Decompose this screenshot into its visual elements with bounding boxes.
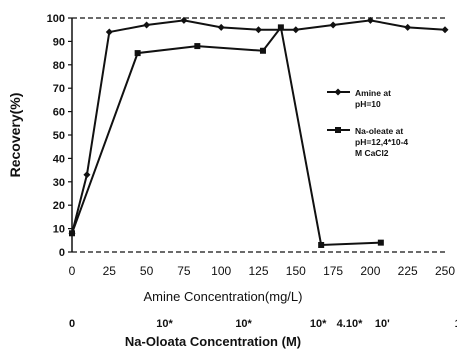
series-2-point [194, 43, 201, 50]
series-2-point [318, 241, 325, 248]
y-axis: 0 10 20 30 40 50 60 70 80 90 100 [47, 13, 72, 259]
y-tick-label: 70 [53, 83, 65, 95]
series-line-1 [71, 19, 446, 234]
x-tick-label: 50 [140, 264, 154, 278]
secondary-x-axis-label: Na-Oloata Concentration (M) [125, 334, 301, 349]
series-2-point [69, 230, 75, 237]
secondary-x-tick-label: 4.10* [337, 318, 363, 330]
series-line-2 [71, 24, 381, 247]
x-axis-label: Amine Concentration(mg/L) [144, 289, 303, 304]
x-tick-label: 150 [286, 264, 306, 278]
series-1-point [83, 171, 91, 179]
series-1-point [366, 16, 374, 24]
x-tick-label: 0 [69, 264, 76, 278]
series-1-point [292, 26, 300, 34]
secondary-x-tick-label: 10* [156, 318, 173, 330]
series-2-point [277, 24, 284, 31]
x-tick-label: 25 [103, 264, 117, 278]
y-tick-label: 90 [53, 36, 65, 48]
legend-label-2: pH=12,4*10-4 [355, 137, 408, 147]
x-tick-label: 100 [211, 264, 231, 278]
legend-label-1: pH=10 [355, 99, 381, 109]
y-tick-label: 40 [53, 153, 65, 165]
x-tick-label: 175 [323, 264, 343, 278]
series-1-point [217, 23, 225, 31]
x-tick-label: 250 [435, 264, 455, 278]
series-2-point [259, 47, 266, 54]
y-tick-label: 30 [53, 177, 65, 189]
series-1-point [105, 28, 113, 36]
y-axis-label: Recovery(%) [7, 93, 23, 178]
legend-label-2: M CaCl2 [355, 148, 389, 158]
x-tick-label: 200 [360, 264, 380, 278]
x-tick-label: 125 [248, 264, 268, 278]
secondary-x-tick-label: 10' [375, 318, 390, 330]
series-2-point [134, 50, 141, 57]
legend-label-1: Amine at [355, 88, 391, 98]
y-tick-label: 20 [53, 200, 65, 212]
legend-marker-2 [335, 127, 341, 133]
x-tick-label: 225 [398, 264, 418, 278]
series-1-point [329, 21, 337, 29]
series-1-point [255, 26, 262, 34]
x-axis: 0 25 50 75 100 125 150 175 200 225 250 [69, 264, 456, 278]
y-tick-label: 100 [47, 13, 65, 25]
secondary-x-axis: 0 10* 10* 10* 4.10* 10' 10* [69, 318, 457, 330]
legend-marker-1 [334, 88, 342, 96]
secondary-x-tick-label: 0 [69, 318, 75, 330]
series-1-point [143, 21, 151, 29]
y-tick-label: 50 [53, 130, 65, 142]
secondary-x-tick-label: 10* [235, 318, 252, 330]
series-layer [68, 16, 449, 248]
series-1-point [180, 16, 188, 24]
secondary-x-tick-label: 10* [310, 318, 327, 330]
y-tick-label: 0 [59, 247, 65, 259]
series-2-point [377, 239, 384, 246]
y-tick-label: 10 [53, 224, 65, 236]
legend-label-2: Na-oleate at [355, 126, 403, 136]
y-tick-label: 80 [53, 60, 65, 72]
secondary-x-tick-label: 10* [455, 318, 457, 330]
series-1-point [404, 23, 412, 31]
y-tick-label: 60 [53, 107, 65, 119]
series-1-point [441, 26, 449, 34]
x-tick-label: 75 [177, 264, 191, 278]
